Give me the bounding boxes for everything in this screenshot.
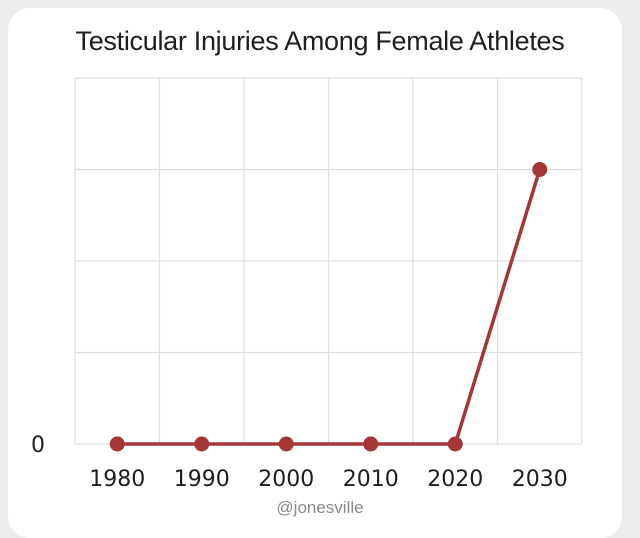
line-chart: 0 1980 1990 2000 2010 2020 2030 (31, 77, 583, 492)
x-tick-label: 2030 (512, 467, 568, 492)
data-points (109, 162, 548, 452)
x-tick-label: 1990 (174, 467, 230, 492)
series-line (117, 168, 542, 446)
watermark-handle: @jonesville (276, 498, 364, 517)
x-tick-label: 2020 (427, 467, 483, 492)
x-tick-label: 2010 (343, 467, 399, 492)
chart-title: Testicular Injuries Among Female Athlete… (75, 26, 565, 56)
series-line-path (117, 168, 542, 446)
y-tick-labels: 0 (31, 433, 45, 458)
data-point (194, 436, 210, 452)
x-tick-label: 2000 (258, 467, 314, 492)
data-point (109, 436, 125, 452)
x-tick-label: 1980 (89, 467, 145, 492)
data-point (363, 436, 379, 452)
grid (74, 77, 583, 445)
data-point (278, 436, 294, 452)
y-tick-label: 0 (31, 433, 45, 458)
x-tick-labels: 1980 1990 2000 2010 2020 2030 (89, 467, 568, 492)
chart-card (8, 8, 622, 538)
data-point (447, 436, 463, 452)
data-point (532, 162, 548, 177)
